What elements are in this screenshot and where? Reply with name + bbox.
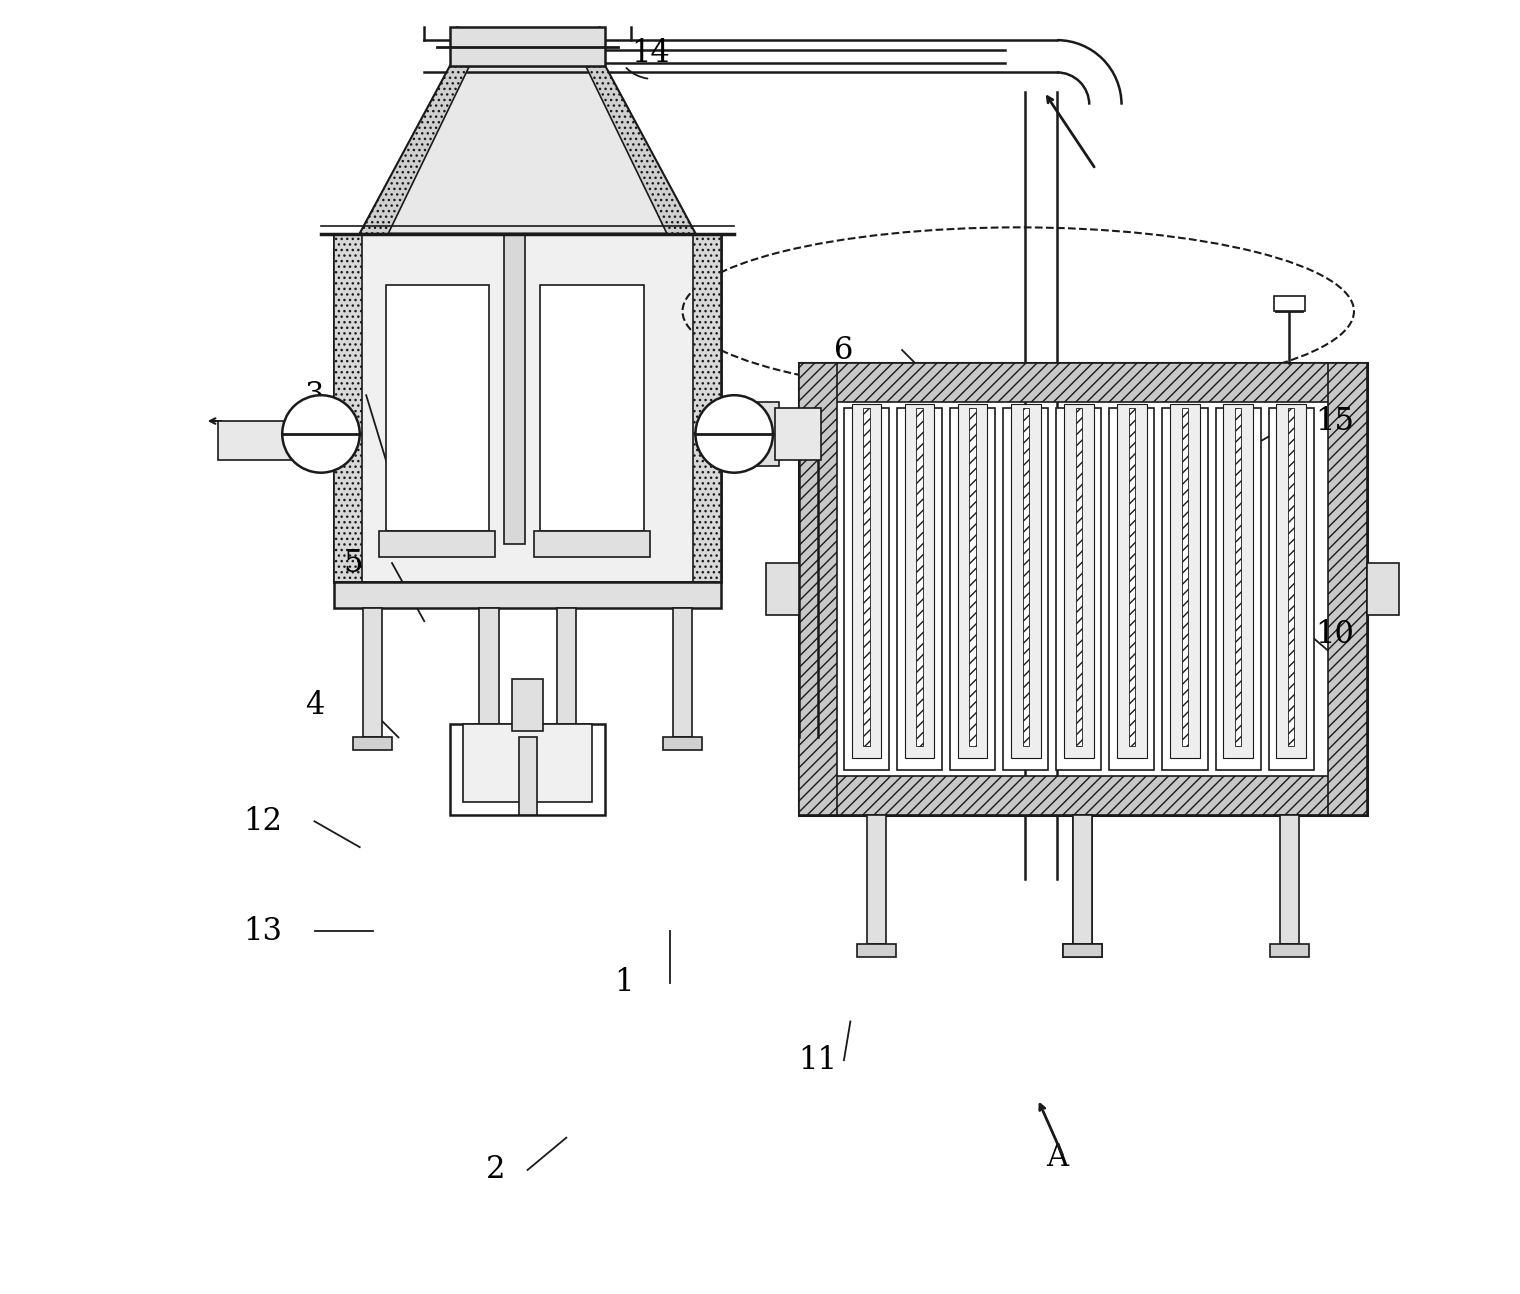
Text: 10: 10 xyxy=(1315,619,1354,650)
Bar xyxy=(693,234,722,582)
Bar xyxy=(1110,408,1155,770)
Circle shape xyxy=(696,395,772,472)
Bar xyxy=(673,608,692,738)
Bar xyxy=(775,408,821,459)
Text: 11: 11 xyxy=(798,1044,838,1075)
Bar xyxy=(534,531,651,556)
Bar xyxy=(378,531,496,556)
Circle shape xyxy=(283,395,360,472)
Bar xyxy=(512,679,543,731)
Bar xyxy=(798,362,1366,401)
Bar xyxy=(1023,408,1029,747)
Bar xyxy=(1056,408,1102,770)
Bar xyxy=(1269,408,1313,770)
Bar xyxy=(1216,408,1260,770)
Bar xyxy=(904,404,935,758)
Bar xyxy=(866,815,886,945)
Bar xyxy=(1003,408,1049,770)
Bar xyxy=(1076,408,1082,747)
Text: 15: 15 xyxy=(1315,405,1354,436)
Bar xyxy=(386,286,489,531)
Bar xyxy=(353,738,392,751)
Bar xyxy=(748,401,780,466)
Bar xyxy=(450,725,605,815)
Bar xyxy=(1170,404,1199,758)
Text: 4: 4 xyxy=(306,690,324,721)
Text: 13: 13 xyxy=(243,916,283,947)
Bar xyxy=(1129,408,1135,747)
Bar xyxy=(1224,404,1252,758)
Bar xyxy=(766,563,798,615)
Bar xyxy=(917,408,923,747)
Bar xyxy=(541,286,644,531)
Text: 2: 2 xyxy=(485,1154,505,1185)
Bar xyxy=(958,404,988,758)
Text: 5: 5 xyxy=(344,547,363,578)
Text: 3: 3 xyxy=(306,379,324,410)
Bar xyxy=(1181,408,1189,747)
Bar xyxy=(970,408,976,747)
Bar xyxy=(334,582,722,608)
Bar xyxy=(505,234,524,543)
Bar xyxy=(479,608,499,738)
Bar xyxy=(1328,362,1366,815)
Bar xyxy=(798,362,838,815)
Bar xyxy=(1277,404,1306,758)
Bar xyxy=(863,408,869,747)
Bar xyxy=(1073,815,1093,945)
Bar xyxy=(1064,404,1093,758)
Bar xyxy=(334,234,722,582)
Bar xyxy=(363,608,383,738)
Bar xyxy=(897,408,942,770)
Bar xyxy=(1366,563,1398,615)
Bar xyxy=(1073,815,1093,945)
Polygon shape xyxy=(360,66,470,234)
Polygon shape xyxy=(585,66,696,234)
Text: 14: 14 xyxy=(631,38,670,69)
Bar xyxy=(1287,408,1295,747)
Bar xyxy=(334,234,722,582)
Text: 6: 6 xyxy=(834,335,854,365)
Text: 1: 1 xyxy=(614,967,634,998)
Bar xyxy=(950,408,996,770)
Bar xyxy=(1117,404,1146,758)
Text: 12: 12 xyxy=(243,806,283,837)
Bar xyxy=(450,27,605,66)
Bar xyxy=(1234,408,1242,747)
Bar xyxy=(464,725,593,802)
Bar xyxy=(1011,404,1041,758)
Bar xyxy=(798,776,1366,815)
Bar xyxy=(1064,945,1102,956)
Text: A: A xyxy=(1046,1141,1069,1172)
Bar xyxy=(1163,408,1207,770)
Bar xyxy=(518,738,537,815)
Bar xyxy=(1271,945,1309,956)
Bar xyxy=(547,738,585,751)
Bar xyxy=(217,421,295,459)
Bar xyxy=(470,738,508,751)
Bar xyxy=(663,738,702,751)
Bar xyxy=(798,362,1366,815)
Bar xyxy=(857,945,895,956)
Bar xyxy=(1274,296,1304,312)
Bar xyxy=(844,408,889,770)
Bar xyxy=(1064,945,1102,956)
Bar xyxy=(334,234,362,582)
Bar xyxy=(851,404,882,758)
Bar xyxy=(556,608,576,738)
Bar xyxy=(1280,815,1300,945)
Polygon shape xyxy=(360,66,696,234)
